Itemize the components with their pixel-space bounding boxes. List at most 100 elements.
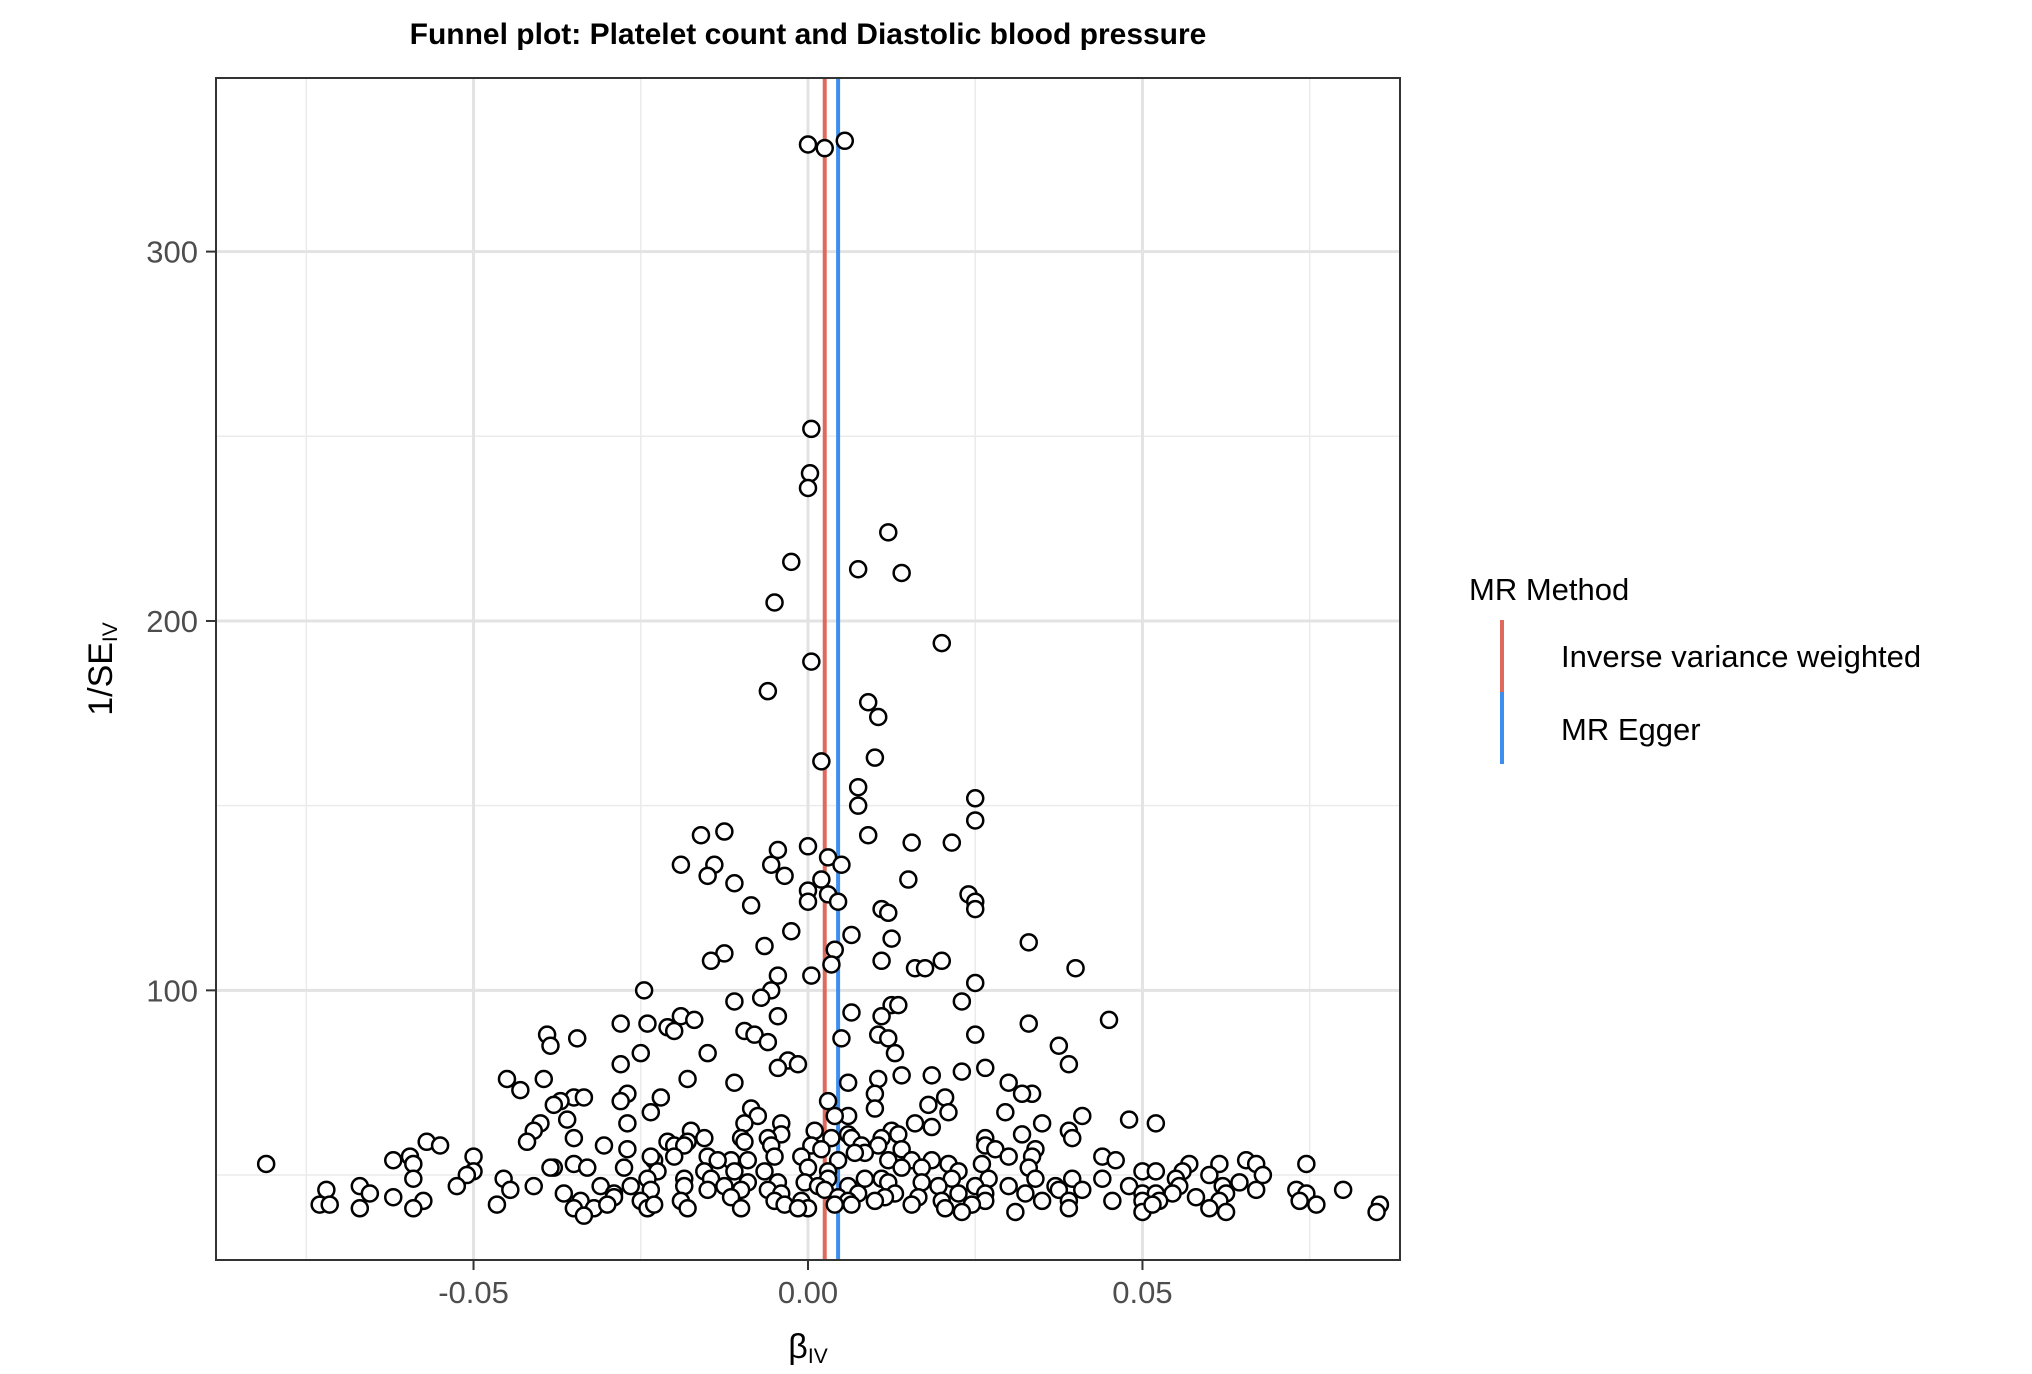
data-point <box>1103 1191 1122 1211</box>
x-axis-title: βIV <box>788 1328 827 1368</box>
data-point <box>725 992 744 1011</box>
data-point <box>952 992 972 1011</box>
data-point <box>775 866 794 886</box>
legend-key-mr-egger <box>1500 692 1504 764</box>
data-point <box>815 138 834 158</box>
data-point <box>812 870 831 889</box>
data-point <box>674 1136 694 1155</box>
data-point <box>845 1143 865 1163</box>
data-point <box>1012 1125 1032 1144</box>
data-point <box>872 1006 891 1026</box>
data-point <box>487 1195 507 1214</box>
data-point <box>1062 1128 1082 1148</box>
data-point <box>972 1154 992 1174</box>
data-point <box>598 1195 617 1214</box>
data-point <box>879 903 898 923</box>
data-point <box>802 652 821 671</box>
data-point <box>865 748 885 767</box>
data-point <box>999 1176 1018 1196</box>
data-point <box>996 1103 1015 1122</box>
data-point <box>1032 1114 1052 1133</box>
data-point <box>868 1069 888 1089</box>
data-point <box>965 811 985 830</box>
data-point <box>1006 1202 1025 1222</box>
data-point <box>939 1103 958 1122</box>
data-point <box>858 692 878 712</box>
data-point <box>1066 958 1085 978</box>
data-point <box>755 1162 774 1181</box>
data-point <box>1016 1184 1035 1203</box>
data-point <box>447 1176 467 1196</box>
data-point <box>942 833 962 852</box>
data-point <box>671 855 691 875</box>
data-point <box>544 1095 564 1115</box>
data-points <box>256 131 1390 1225</box>
data-point <box>611 1054 630 1074</box>
x-tick-label: -0.05 <box>438 1275 509 1310</box>
data-point <box>798 1158 818 1177</box>
y-axis-title-main: 1/SE <box>82 642 120 716</box>
data-point <box>865 1191 885 1211</box>
legend-label-ivw: Inverse variance weighted <box>1561 639 1921 674</box>
data-point <box>578 1158 597 1177</box>
data-point <box>1253 1165 1273 1185</box>
data-point <box>892 1139 911 1159</box>
data-point <box>828 1151 848 1170</box>
data-point <box>567 1029 587 1048</box>
data-point <box>430 1136 450 1155</box>
data-point <box>872 951 891 971</box>
data-point <box>695 1128 714 1148</box>
data-point <box>1290 1191 1309 1211</box>
data-point <box>965 789 985 808</box>
data-point <box>350 1199 370 1218</box>
data-point <box>731 1199 751 1218</box>
data-point <box>1099 1010 1119 1030</box>
data-point <box>541 1158 560 1177</box>
data-point <box>611 1014 630 1033</box>
data-point <box>621 1176 640 1196</box>
data-point <box>1297 1154 1316 1174</box>
y-axis-title-subscript: IV <box>99 622 122 642</box>
data-point <box>674 1176 694 1196</box>
data-point <box>765 593 784 612</box>
data-point <box>965 973 985 993</box>
data-point <box>691 825 711 845</box>
data-point <box>838 1073 858 1092</box>
data-point <box>1200 1165 1219 1185</box>
data-point <box>1073 1180 1092 1200</box>
x-axis-title-main: β <box>788 1328 808 1366</box>
data-point <box>889 995 908 1015</box>
data-point <box>1119 1110 1139 1129</box>
data-point <box>825 940 845 959</box>
data-point <box>497 1069 517 1089</box>
data-point <box>541 1036 560 1056</box>
y-axis-title: 1/SEIV <box>82 622 122 716</box>
data-point <box>758 1032 778 1052</box>
data-point <box>892 1066 911 1085</box>
data-point <box>858 825 878 845</box>
data-point <box>828 892 848 911</box>
data-point <box>725 1162 744 1181</box>
data-point <box>1230 1173 1249 1192</box>
data-point <box>741 896 761 915</box>
data-point <box>922 1117 942 1137</box>
data-point <box>638 1014 657 1033</box>
x-axis-title-subscript: IV <box>808 1345 828 1368</box>
data-point <box>952 1062 972 1081</box>
data-point <box>715 822 734 841</box>
y-tick-label: 100 <box>146 973 198 1008</box>
data-point <box>952 1202 972 1222</box>
data-point <box>360 1184 380 1203</box>
data-point <box>1333 1180 1353 1200</box>
data-point <box>798 892 818 911</box>
data-point <box>932 633 952 653</box>
data-point <box>641 1147 661 1166</box>
data-point <box>832 1029 851 1048</box>
data-point <box>902 833 921 852</box>
data-point <box>320 1195 339 1214</box>
data-point <box>999 1147 1018 1166</box>
data-point <box>1049 1180 1069 1200</box>
legend-key-ivw <box>1500 620 1504 692</box>
data-point <box>822 955 841 974</box>
